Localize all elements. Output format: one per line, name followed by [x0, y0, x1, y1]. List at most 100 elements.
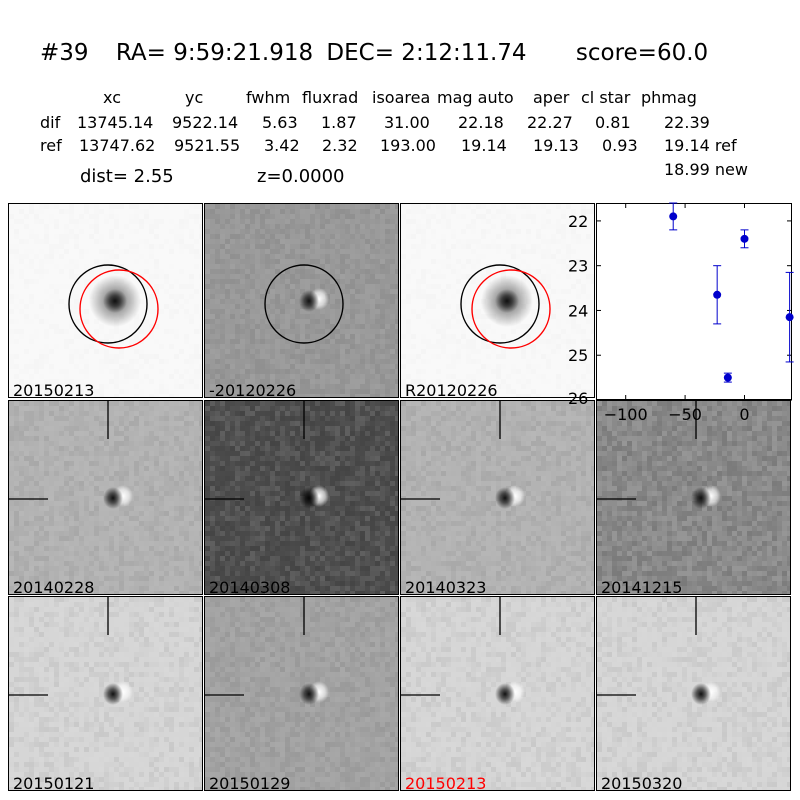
ref-row-label: ref	[40, 136, 62, 155]
stamp-panel-epoch: 20140308	[204, 400, 399, 595]
table-cell: 22.27	[527, 113, 573, 132]
stamp-image	[597, 597, 790, 790]
plot-frame	[596, 203, 792, 400]
y-tick-label: 25	[568, 346, 588, 365]
y-tick-label: 26	[568, 389, 588, 408]
table-cell: 193.00	[380, 136, 436, 155]
column-header: mag auto	[437, 88, 514, 107]
stamp-panel-epoch: 20150121	[8, 596, 203, 791]
table-cell: 13745.14	[77, 113, 154, 132]
stamp-image	[205, 401, 398, 594]
stamp-panel-difference: -20120226	[204, 203, 399, 398]
data-point	[723, 373, 732, 382]
stamp-panel-epoch: 20150213	[400, 596, 595, 791]
table-cell: 1.87	[321, 113, 357, 132]
dec-value: DEC= 2:12:11.74	[326, 40, 527, 66]
score-value: score=60.0	[575, 40, 709, 66]
panel-label: 20140323	[405, 578, 487, 595]
data-point	[669, 212, 678, 221]
table-cell: 31.00	[384, 113, 430, 132]
data-point	[713, 290, 722, 299]
table-cell: 0.81	[595, 113, 631, 132]
table-cell: 9521.55	[174, 136, 241, 155]
panel-label: 20150213	[405, 774, 487, 791]
column-header: aper	[533, 88, 570, 107]
stamp-image	[401, 204, 594, 397]
x-tick-label: −50	[668, 405, 702, 424]
stamp-panel-epoch: 20140323	[400, 400, 595, 595]
panel-label: 20150129	[209, 774, 291, 791]
residual-negative	[103, 487, 123, 509]
panel-label: 20150320	[601, 774, 683, 791]
panel-label: R20120226	[405, 381, 498, 398]
ra-value: RA= 9:59:21.918	[115, 40, 314, 66]
stamp-image	[205, 597, 398, 790]
residual-negative	[691, 683, 711, 705]
panel-label: 20140228	[13, 578, 95, 595]
column-header: fluxrad	[302, 88, 359, 107]
stamp-image	[9, 401, 202, 594]
panel-label: 20150213	[13, 381, 95, 398]
data-point	[740, 234, 749, 243]
stamp-panel-epoch: 20150129	[204, 596, 399, 791]
column-header: cl star	[581, 88, 631, 107]
light-curve-chart: 22 23 24 25 26 −100 −50 0	[568, 202, 794, 424]
aperture-circle-ref	[68, 264, 148, 344]
residual-negative	[495, 683, 515, 705]
table-cell: 19.14	[461, 136, 507, 155]
stamp-image	[9, 597, 202, 790]
column-header: yc	[185, 88, 204, 107]
stamp-panel-epoch: 20141215	[596, 400, 791, 595]
residual-negative	[691, 487, 711, 509]
stamp-image	[205, 204, 398, 397]
y-tick-label: 22	[568, 212, 588, 231]
dif-row-label: dif	[40, 113, 61, 132]
panel-label: -20120226	[209, 381, 297, 398]
galaxy-core	[103, 289, 127, 313]
stamp-image	[9, 204, 202, 397]
aperture-circle-ref	[460, 264, 540, 344]
table-cell: 9522.14	[172, 113, 239, 132]
table-cell: 19.13	[533, 136, 579, 155]
stamp-image	[597, 401, 790, 594]
stamp-panel-epoch: 20150320	[596, 596, 791, 791]
redshift-value: z=0.0000	[257, 166, 345, 187]
residual-negative	[299, 487, 319, 509]
panel-label: 20150121	[13, 774, 95, 791]
column-header: isoarea	[372, 88, 431, 107]
residual-negative	[103, 683, 123, 705]
table-cell: 5.63	[262, 113, 298, 132]
panel-label: 20141215	[601, 578, 683, 595]
data-point	[785, 313, 794, 322]
distance-value: dist= 2.55	[80, 166, 174, 187]
aperture-circle-new	[471, 269, 551, 349]
aperture-circle-ref	[264, 264, 344, 344]
stamp-panel-reference: R20120226	[400, 203, 595, 398]
stamp-image	[401, 597, 594, 790]
candidate-id: #39	[40, 40, 89, 66]
panel-label: 20140308	[209, 578, 291, 595]
column-header: xc	[103, 88, 121, 107]
residual-negative	[299, 290, 319, 312]
y-tick-label: 23	[568, 257, 588, 276]
new-magnitude: 18.99 new	[664, 160, 748, 179]
aperture-circle-new	[79, 269, 159, 349]
column-header: phmag	[641, 88, 697, 107]
table-cell: 22.18	[458, 113, 504, 132]
table-cell: 3.42	[264, 136, 300, 155]
column-header: fwhm	[246, 88, 291, 107]
y-tick-label: 24	[568, 301, 588, 320]
residual-negative	[299, 683, 319, 705]
table-cell: 13747.62	[79, 136, 156, 155]
table-cell: 2.32	[322, 136, 358, 155]
x-tick-label: 0	[739, 405, 749, 424]
table-cell: 19.14 ref	[664, 136, 737, 155]
residual-negative	[495, 487, 515, 509]
table-cell: 0.93	[602, 136, 638, 155]
stamp-panel-epoch: 20140228	[8, 400, 203, 595]
galaxy-core	[495, 289, 519, 313]
stamp-panel-new: 20150213	[8, 203, 203, 398]
candidate-title: #39 RA= 9:59:21.918 DEC= 2:12:11.74 scor…	[40, 40, 708, 66]
stamp-image	[401, 401, 594, 594]
table-cell: 22.39	[664, 113, 710, 132]
